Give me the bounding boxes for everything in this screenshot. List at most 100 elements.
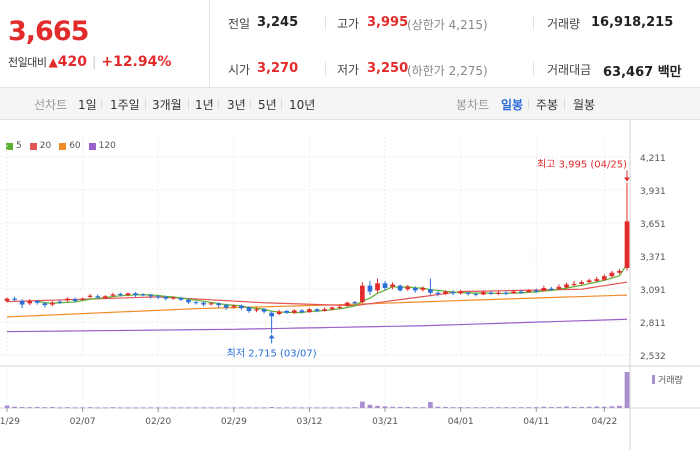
period-separator xyxy=(564,99,565,109)
ma20-line xyxy=(6,281,628,307)
candle-body xyxy=(533,290,539,292)
upper-limit-label: (상한가 4,215) xyxy=(407,18,488,32)
x-tick-label: 01/29 xyxy=(0,417,20,427)
candle-body xyxy=(208,303,214,305)
chart-period-bar: 선차트 1일 1주일 3개월 1년 3년 5년 10년 봉차트 일봉 주봉 월봉 xyxy=(0,88,700,120)
period-10year-button[interactable]: 10년 xyxy=(289,98,316,112)
volume-bar xyxy=(314,407,320,409)
change-rate: +12.94% xyxy=(101,54,172,70)
x-tick-label: 04/22 xyxy=(591,417,617,427)
candle-body xyxy=(291,310,297,313)
candle-body xyxy=(518,291,524,293)
volume-bar xyxy=(42,407,48,409)
volume-bar xyxy=(246,407,252,409)
candle-body xyxy=(412,288,418,291)
period-1week-button[interactable]: 1주일 xyxy=(110,98,140,112)
high-label: 고가 xyxy=(337,17,360,31)
stat-divider xyxy=(325,16,326,30)
period-1year-button[interactable]: 1년 xyxy=(195,98,214,112)
candle-body xyxy=(246,307,252,312)
volume-bar xyxy=(443,406,448,408)
volume-bar xyxy=(118,407,123,409)
period-5year-button[interactable]: 5년 xyxy=(258,98,277,112)
volume-bar xyxy=(284,407,290,409)
volume-bar xyxy=(503,407,509,409)
candle-weekly-button[interactable]: 주봉 xyxy=(536,98,559,112)
volume-bar xyxy=(412,407,418,409)
candle-body xyxy=(609,272,615,277)
change-divider: | xyxy=(91,54,97,70)
volume-bar xyxy=(450,407,456,409)
volume-bar xyxy=(480,407,486,409)
candle-body xyxy=(443,291,448,294)
candle-body xyxy=(19,300,25,305)
legend-swatch xyxy=(29,142,37,150)
volume-bar xyxy=(405,406,411,408)
period-1day-button[interactable]: 1일 xyxy=(78,98,97,112)
x-tick-label: 04/01 xyxy=(448,417,474,427)
volume-bar xyxy=(435,406,441,408)
y-tick-label: 3,651 xyxy=(640,220,666,230)
candle-body xyxy=(624,221,630,268)
volume-bar xyxy=(594,406,600,408)
candle-body xyxy=(65,298,70,301)
candle-body xyxy=(360,285,365,303)
candle-body xyxy=(80,298,85,300)
legend-label: 60 xyxy=(69,141,81,151)
volume-bar xyxy=(511,407,516,409)
y-tick-label: 2,532 xyxy=(640,352,666,362)
y-tick-label: 3,091 xyxy=(640,286,666,296)
volume-bar xyxy=(390,406,395,408)
candle-daily-button[interactable]: 일봉 xyxy=(501,98,524,112)
volume-bar xyxy=(276,407,282,409)
period-separator xyxy=(281,99,282,109)
candle-body xyxy=(276,311,282,314)
volume-bar xyxy=(299,407,305,409)
volume-bar xyxy=(586,406,592,408)
candle-body xyxy=(231,305,237,307)
period-3year-button[interactable]: 3년 xyxy=(227,98,246,112)
period-3month-button[interactable]: 3개월 xyxy=(152,98,182,112)
candle-body xyxy=(50,302,55,305)
volume-bar xyxy=(322,407,327,409)
volume-bar xyxy=(518,407,524,409)
candle-body xyxy=(329,307,335,310)
volume-bar xyxy=(12,406,17,408)
volume-bar xyxy=(254,407,259,409)
price-box: 3,665 전일대비 ▲ 420 | +12.94% xyxy=(0,0,210,88)
volume-bar xyxy=(170,407,176,409)
candlestick-chart[interactable]: 4,211 3,931 3,651 3,371 3,091 2,811 2,532 01/29… xyxy=(0,120,700,450)
volume-label: 거래량 xyxy=(547,17,581,31)
candle-body xyxy=(261,309,267,312)
candle-body xyxy=(4,298,10,301)
candle-body xyxy=(488,292,494,294)
candle-body xyxy=(216,303,222,306)
up-arrow-icon: ▲ xyxy=(48,55,58,69)
candle-body xyxy=(541,288,547,291)
candle-body xyxy=(549,288,554,290)
candle-body xyxy=(307,309,312,313)
candle-body xyxy=(269,312,274,317)
x-tick-label: 02/20 xyxy=(145,417,171,427)
candle-body xyxy=(473,293,479,295)
candle-body xyxy=(140,294,146,296)
candle-body xyxy=(110,294,116,296)
candle-body xyxy=(254,309,259,311)
candle-body xyxy=(480,292,486,295)
low-label: 저가 xyxy=(337,63,360,77)
low-annotation: 최저 2,715 (03/07) xyxy=(227,347,317,359)
volume-label: 거래량 xyxy=(658,374,683,386)
volume-bar xyxy=(223,407,229,409)
candle-body xyxy=(72,299,78,301)
current-price: 3,665 xyxy=(8,16,89,47)
candle-body xyxy=(405,286,411,290)
lower-limit-label: (하한가 2,275) xyxy=(407,64,488,78)
candle-monthly-button[interactable]: 월봉 xyxy=(573,98,596,112)
amount-label: 거래대금 xyxy=(547,63,592,77)
change-label: 전일대비 xyxy=(8,56,47,69)
candle-body xyxy=(465,292,471,294)
volume-bar xyxy=(307,407,312,409)
candle-body xyxy=(239,305,244,309)
period-separator xyxy=(218,99,219,109)
volume-bar xyxy=(27,407,33,409)
